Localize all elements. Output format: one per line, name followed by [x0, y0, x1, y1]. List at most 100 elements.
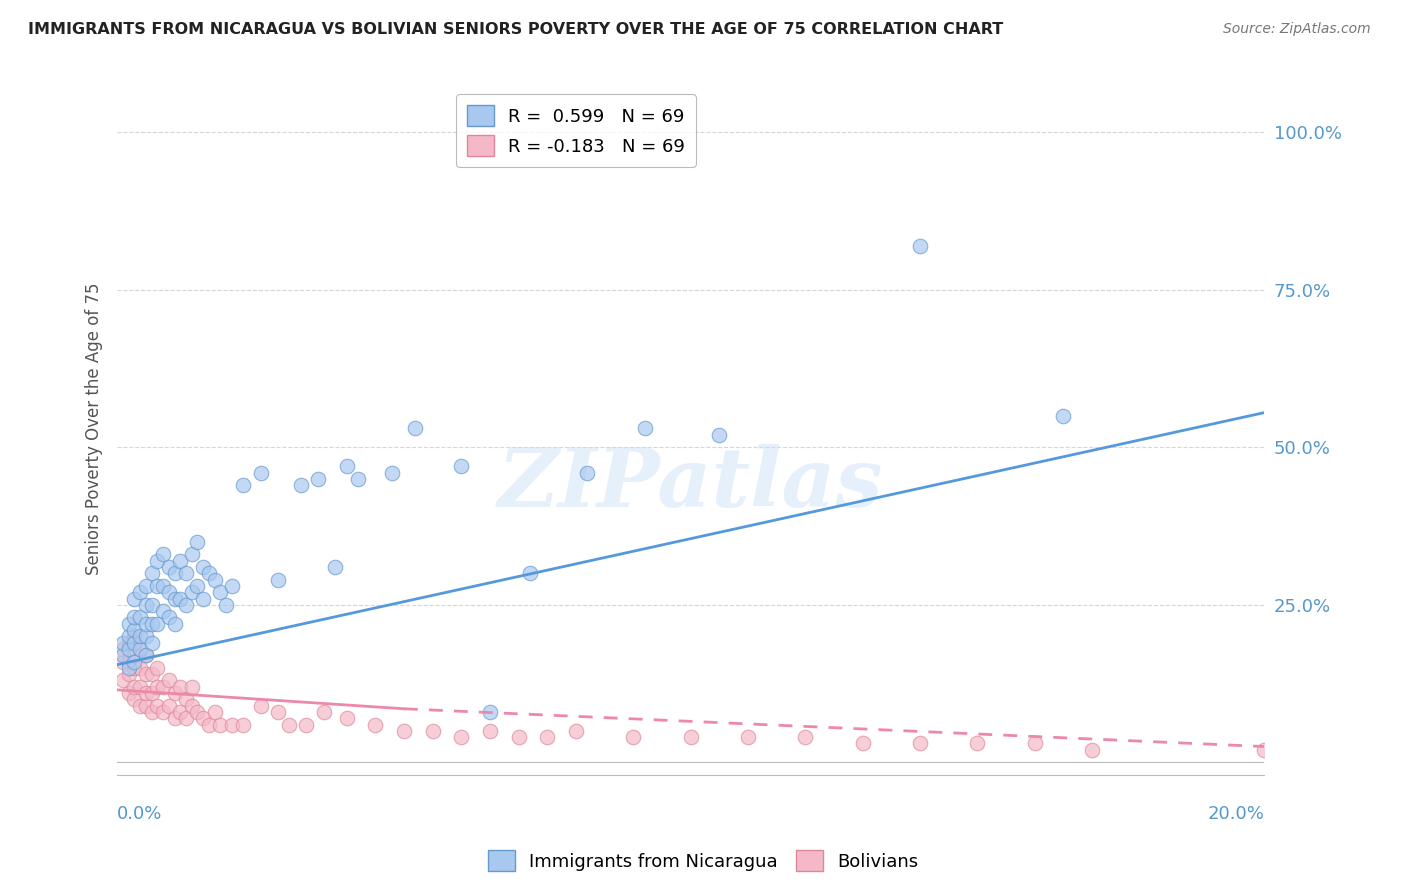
Point [129, 698, 152, 713]
Point [221, 579, 243, 593]
Point [118, 616, 141, 631]
Point [221, 717, 243, 731]
Point [576, 466, 599, 480]
Point [129, 680, 152, 694]
Point [966, 736, 988, 750]
Point [163, 686, 186, 700]
Text: Source: ZipAtlas.com: Source: ZipAtlas.com [1223, 22, 1371, 37]
Point [146, 680, 169, 694]
Point [146, 661, 169, 675]
Point [478, 705, 501, 719]
Point [267, 705, 290, 719]
Point [157, 698, 180, 713]
Point [232, 478, 254, 492]
Point [135, 598, 157, 612]
Point [141, 705, 163, 719]
Point [508, 730, 530, 744]
Point [118, 655, 141, 669]
Point [180, 680, 202, 694]
Point [157, 560, 180, 574]
Point [450, 459, 472, 474]
Point [118, 641, 141, 656]
Point [209, 585, 232, 599]
Point [169, 591, 191, 606]
Text: 20.0%: 20.0% [1208, 805, 1264, 823]
Point [135, 648, 157, 663]
Point [129, 641, 152, 656]
Point [141, 598, 163, 612]
Point [146, 698, 169, 713]
Point [347, 472, 370, 486]
Point [536, 730, 558, 744]
Text: 0.0%: 0.0% [117, 805, 163, 823]
Point [198, 717, 221, 731]
Point [186, 705, 208, 719]
Point [249, 698, 271, 713]
Point [124, 635, 146, 649]
Point [404, 421, 426, 435]
Point [152, 680, 174, 694]
Point [186, 579, 208, 593]
Point [163, 616, 186, 631]
Point [141, 566, 163, 581]
Point [163, 711, 186, 725]
Point [852, 736, 875, 750]
Point [118, 686, 141, 700]
Point [118, 661, 141, 675]
Point [141, 616, 163, 631]
Point [135, 667, 157, 681]
Legend: R =  0.599   N = 69, R = -0.183   N = 69: R = 0.599 N = 69, R = -0.183 N = 69 [456, 95, 696, 167]
Point [152, 604, 174, 618]
Point [163, 566, 186, 581]
Point [124, 680, 146, 694]
Point [111, 648, 134, 663]
Point [129, 661, 152, 675]
Point [124, 661, 146, 675]
Point [1081, 742, 1104, 756]
Point [392, 723, 415, 738]
Point [422, 723, 444, 738]
Point [118, 635, 141, 649]
Point [169, 554, 191, 568]
Point [124, 591, 146, 606]
Point [118, 667, 141, 681]
Point [111, 641, 134, 656]
Point [118, 629, 141, 643]
Point [215, 598, 238, 612]
Point [152, 705, 174, 719]
Point [1024, 736, 1046, 750]
Point [198, 566, 221, 581]
Point [180, 548, 202, 562]
Point [335, 711, 357, 725]
Point [290, 478, 312, 492]
Point [169, 705, 191, 719]
Point [135, 616, 157, 631]
Text: IMMIGRANTS FROM NICARAGUA VS BOLIVIAN SENIORS POVERTY OVER THE AGE OF 75 CORRELA: IMMIGRANTS FROM NICARAGUA VS BOLIVIAN SE… [28, 22, 1004, 37]
Point [186, 534, 208, 549]
Point [135, 686, 157, 700]
Point [794, 730, 817, 744]
Point [124, 648, 146, 663]
Point [709, 427, 731, 442]
Point [174, 598, 197, 612]
Point [124, 655, 146, 669]
Point [634, 421, 657, 435]
Point [307, 472, 329, 486]
Point [1253, 742, 1275, 756]
Point [209, 717, 232, 731]
Y-axis label: Seniors Poverty Over the Age of 75: Seniors Poverty Over the Age of 75 [86, 282, 103, 574]
Point [323, 560, 346, 574]
Point [335, 459, 357, 474]
Point [232, 717, 254, 731]
Point [737, 730, 759, 744]
Point [478, 723, 501, 738]
Point [111, 655, 134, 669]
Text: ZIPatlas: ZIPatlas [498, 444, 883, 524]
Point [267, 573, 290, 587]
Point [135, 629, 157, 643]
Point [135, 648, 157, 663]
Point [111, 673, 134, 688]
Point [174, 692, 197, 706]
Point [129, 585, 152, 599]
Point [180, 698, 202, 713]
